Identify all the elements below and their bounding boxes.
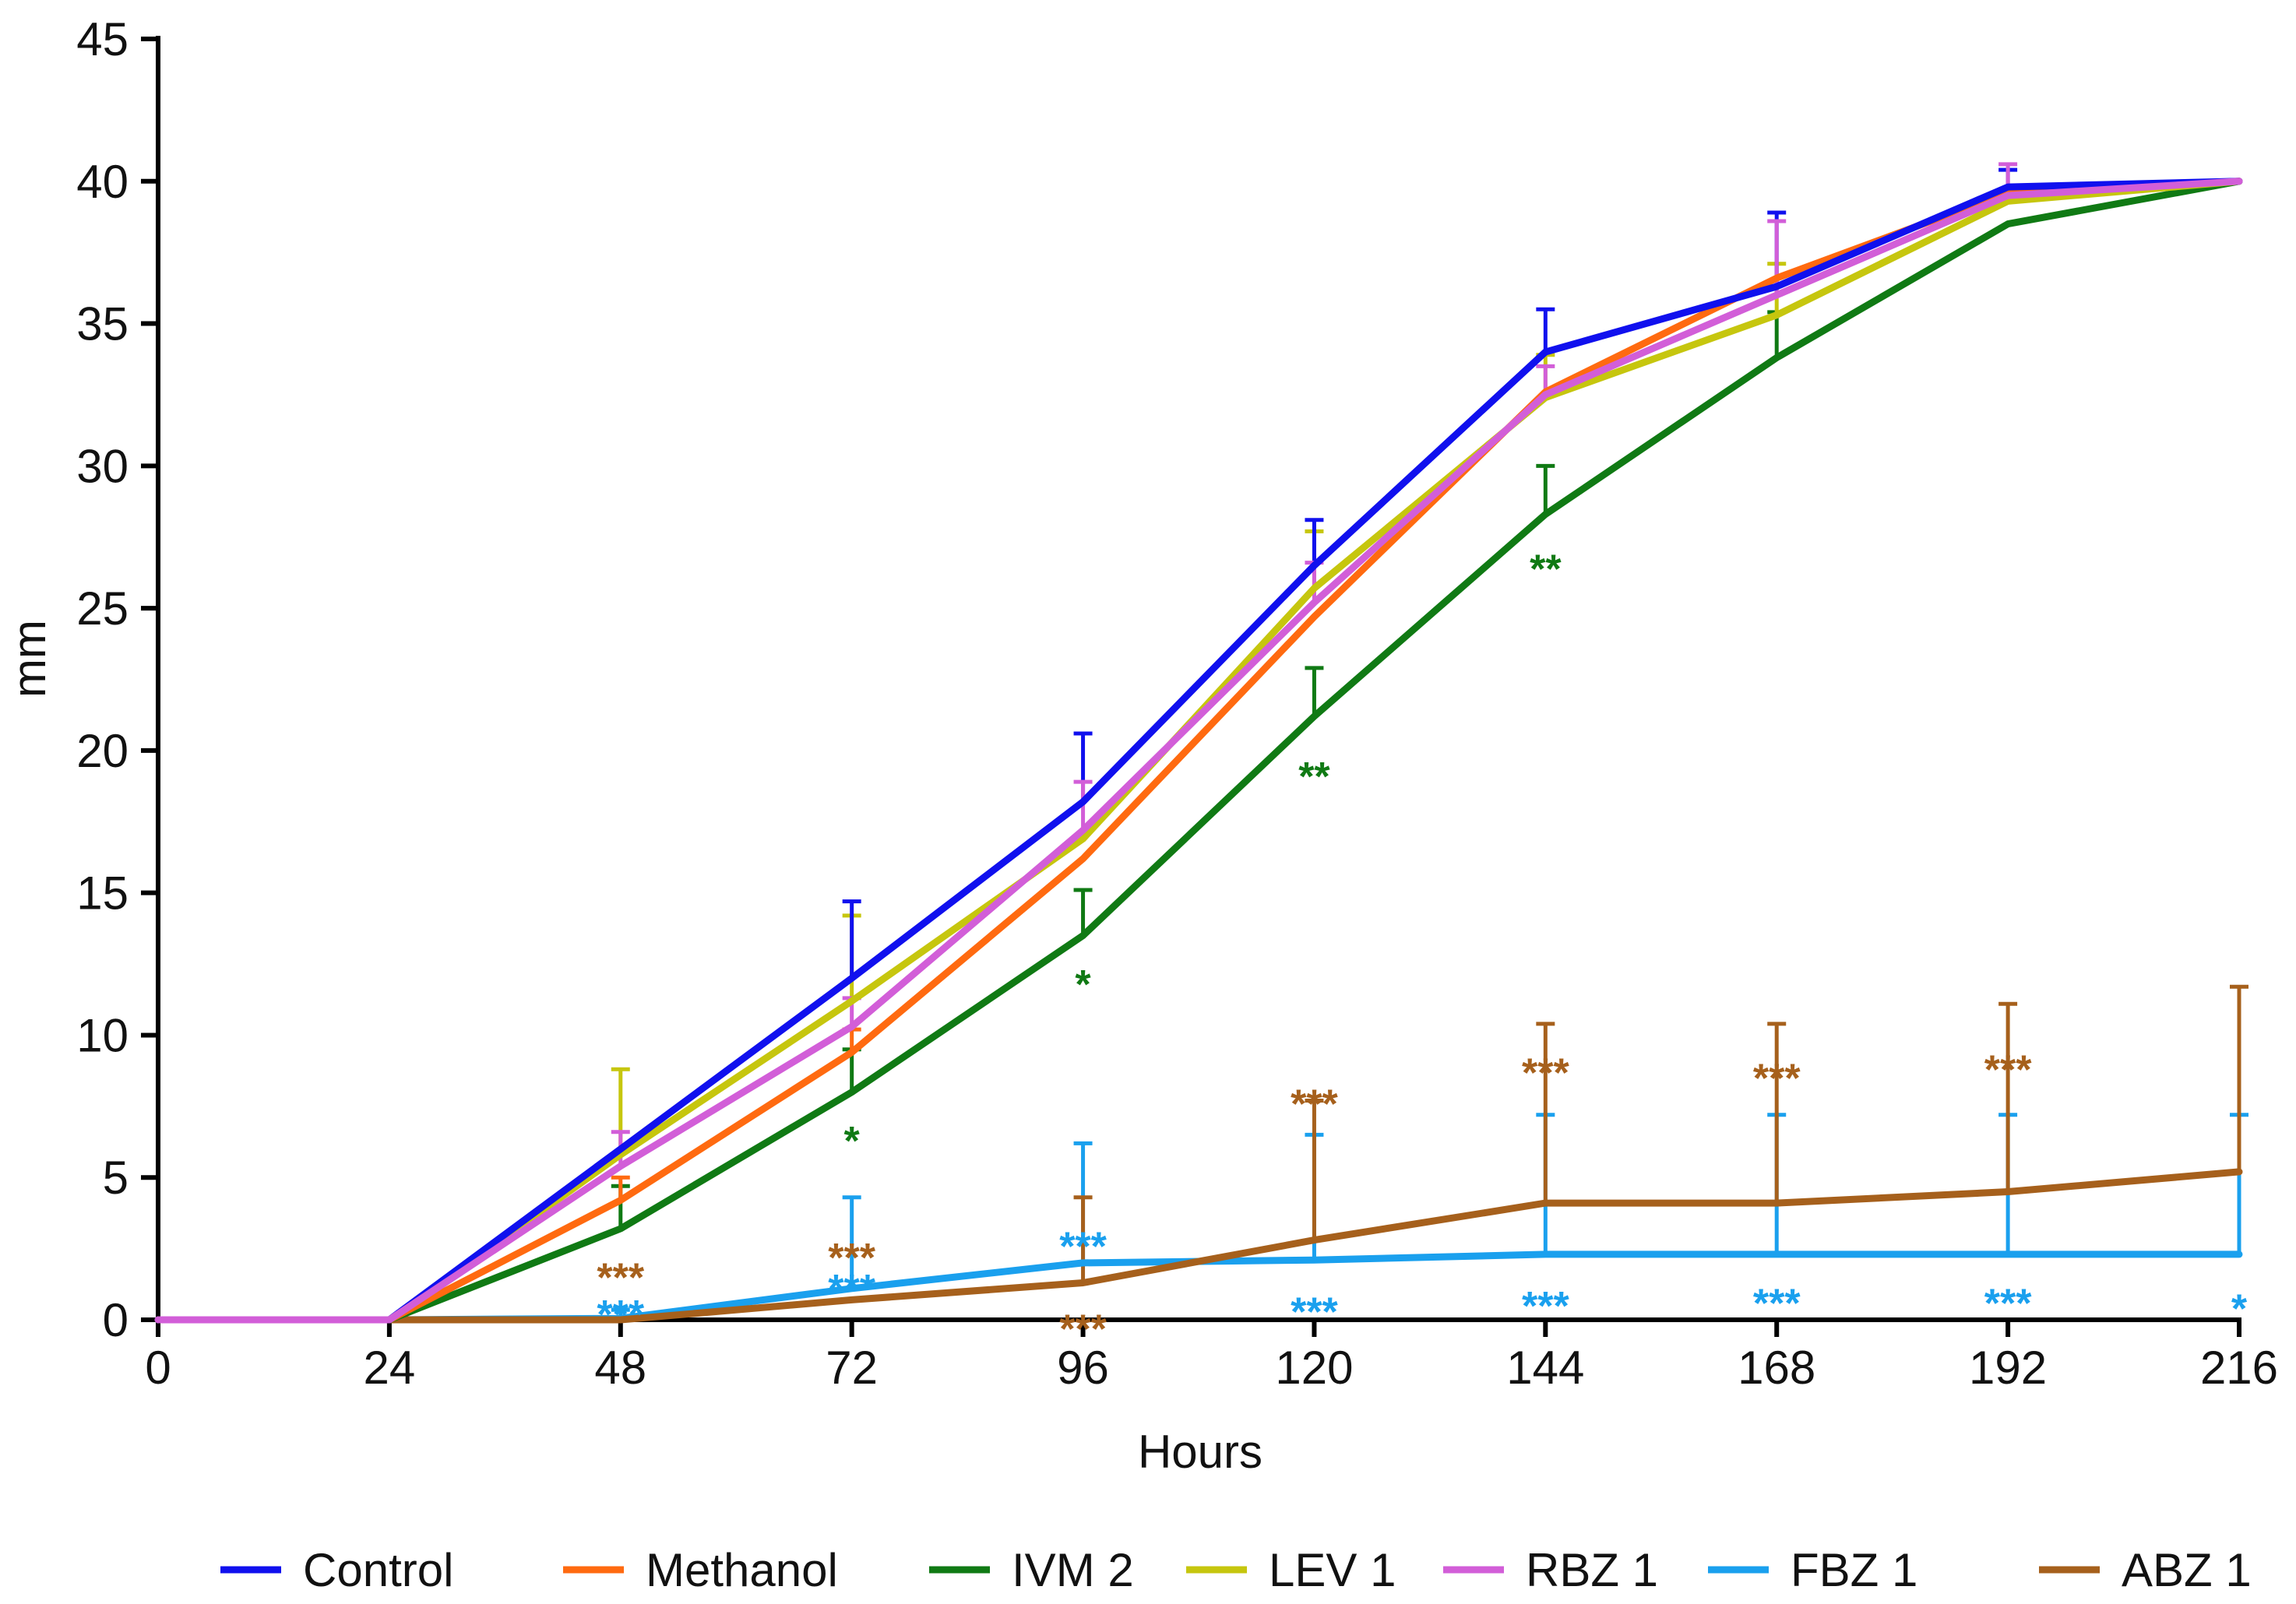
x-tick-label: 72	[826, 1342, 878, 1394]
x-tick-label: 96	[1057, 1342, 1109, 1394]
x-tick-label: 120	[1275, 1342, 1353, 1394]
significance-marker: **	[1298, 755, 1330, 800]
x-tick-label: 168	[1738, 1342, 1815, 1394]
x-tick-label: 24	[364, 1342, 416, 1394]
legend-label: RBZ 1	[1526, 1544, 1658, 1596]
legend-label: IVM 2	[1012, 1544, 1134, 1596]
significance-marker: ***	[1753, 1057, 1801, 1102]
significance-marker: ***	[1059, 1224, 1107, 1269]
x-tick-label: 144	[1506, 1342, 1584, 1394]
significance-marker: ***	[1984, 1048, 2032, 1093]
y-tick-label: 30	[76, 440, 129, 492]
legend-label: LEV 1	[1269, 1544, 1396, 1596]
y-tick-label: 5	[103, 1152, 129, 1204]
significance-annotations: ****************************************…	[597, 547, 2247, 1352]
legend-label: Methanol	[646, 1544, 838, 1596]
series-line-lev-1	[154, 178, 2243, 1324]
y-axis-title: mm	[3, 620, 55, 698]
y-tick-label: 0	[103, 1294, 129, 1346]
y-tick-label: 15	[76, 867, 129, 920]
series-line-abz-1	[154, 1168, 2243, 1324]
significance-marker: ***	[828, 1236, 875, 1281]
legend-label: FBZ 1	[1791, 1544, 1917, 1596]
series-layer	[154, 162, 2248, 1324]
x-tick-label: 0	[145, 1342, 171, 1394]
significance-marker: ***	[1291, 1289, 1338, 1335]
legend: Control Methanol IVM 2 LEV 1 RBZ 1 FBZ 1 ABZ 1	[220, 1544, 2252, 1596]
significance-marker: *	[1075, 962, 1091, 1008]
significance-marker: ***	[828, 1267, 875, 1312]
significance-marker: ***	[597, 1256, 644, 1301]
series-line-ivm-2	[154, 178, 2243, 1324]
significance-marker: ***	[597, 1293, 644, 1338]
significance-marker: ***	[1291, 1082, 1338, 1127]
x-tick-label: 192	[1969, 1342, 2047, 1394]
significance-marker: ***	[1522, 1284, 1569, 1329]
legend-label: Control	[303, 1544, 453, 1596]
x-axis-title: Hours	[1138, 1426, 1262, 1478]
series-line-rbz-1	[154, 178, 2243, 1324]
series-line-control	[154, 178, 2243, 1324]
x-tick-label: 48	[594, 1342, 646, 1394]
significance-marker: ***	[1522, 1050, 1569, 1096]
significance-marker: *	[844, 1119, 861, 1164]
y-tick-label: 10	[76, 1009, 129, 1061]
series-line-methanol	[154, 178, 2243, 1324]
significance-marker: ***	[1984, 1281, 2032, 1326]
significance-marker: ***	[1059, 1307, 1107, 1352]
significance-marker: ***	[1753, 1281, 1801, 1326]
y-tick-label: 35	[76, 298, 129, 350]
y-tick-label: 25	[76, 582, 129, 635]
significance-marker: **	[1530, 547, 1562, 592]
x-tick-label: 216	[2200, 1342, 2278, 1394]
y-tick-label: 40	[76, 156, 129, 208]
legend-label: ABZ 1	[2122, 1544, 2252, 1596]
y-tick-label: 45	[76, 13, 129, 65]
y-tick-label: 20	[76, 725, 129, 777]
significance-marker: *	[2231, 1287, 2248, 1332]
